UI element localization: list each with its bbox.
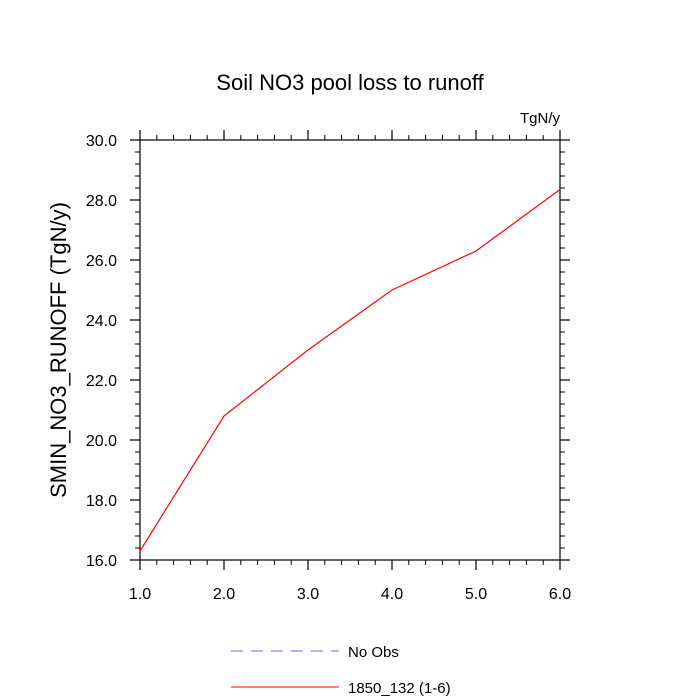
data-point bbox=[223, 415, 225, 417]
x-tick-label: 6.0 bbox=[549, 586, 571, 603]
data-point bbox=[475, 250, 477, 252]
y-tick-label: 28.0 bbox=[86, 193, 117, 210]
data-point bbox=[307, 349, 309, 351]
x-tick-label: 1.0 bbox=[129, 586, 151, 603]
y-axis-label: SMIN_NO3_RUNOFF (TgN/y) bbox=[46, 202, 71, 498]
series-layer bbox=[139, 188, 561, 552]
y-tick-label: 22.0 bbox=[86, 373, 117, 390]
y-tick-label: 20.0 bbox=[86, 433, 117, 450]
data-point bbox=[559, 188, 561, 191]
series-line bbox=[139, 189, 561, 552]
legend: No Obs 1850_132 (1-6) bbox=[231, 644, 451, 697]
y-tick-label: 16.0 bbox=[86, 553, 117, 570]
legend-label: 1850_132 (1-6) bbox=[348, 680, 451, 697]
axes-layer: 1.0 2.0 3.0 4.0 5.0 6.0 16.0 18.0 20.0 22.0 24.0 26… bbox=[86, 130, 571, 603]
y-tick-label: 30.0 bbox=[86, 133, 117, 150]
y-tick-label: 26.0 bbox=[86, 253, 117, 270]
units-label: TgN/y bbox=[520, 110, 561, 127]
x-tick-label: 5.0 bbox=[465, 586, 487, 603]
x-tick-label: 2.0 bbox=[213, 586, 235, 603]
data-point bbox=[391, 289, 393, 291]
chart-title: Soil NO3 pool loss to runoff bbox=[216, 70, 484, 95]
y-tick-label: 24.0 bbox=[86, 313, 117, 330]
x-tick-label: 4.0 bbox=[381, 586, 403, 603]
legend-label: No Obs bbox=[348, 644, 399, 661]
plot-frame bbox=[139, 139, 561, 561]
y-tick-label: 18.0 bbox=[86, 493, 117, 510]
data-point bbox=[139, 550, 141, 552]
x-tick-label: 3.0 bbox=[297, 586, 319, 603]
